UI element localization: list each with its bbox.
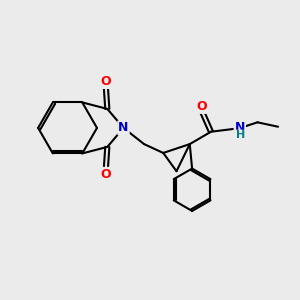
Text: N: N xyxy=(118,122,129,134)
Text: N: N xyxy=(235,121,245,134)
Text: O: O xyxy=(100,168,111,181)
Text: H: H xyxy=(236,130,246,140)
Text: O: O xyxy=(197,100,207,113)
Text: O: O xyxy=(100,75,111,88)
